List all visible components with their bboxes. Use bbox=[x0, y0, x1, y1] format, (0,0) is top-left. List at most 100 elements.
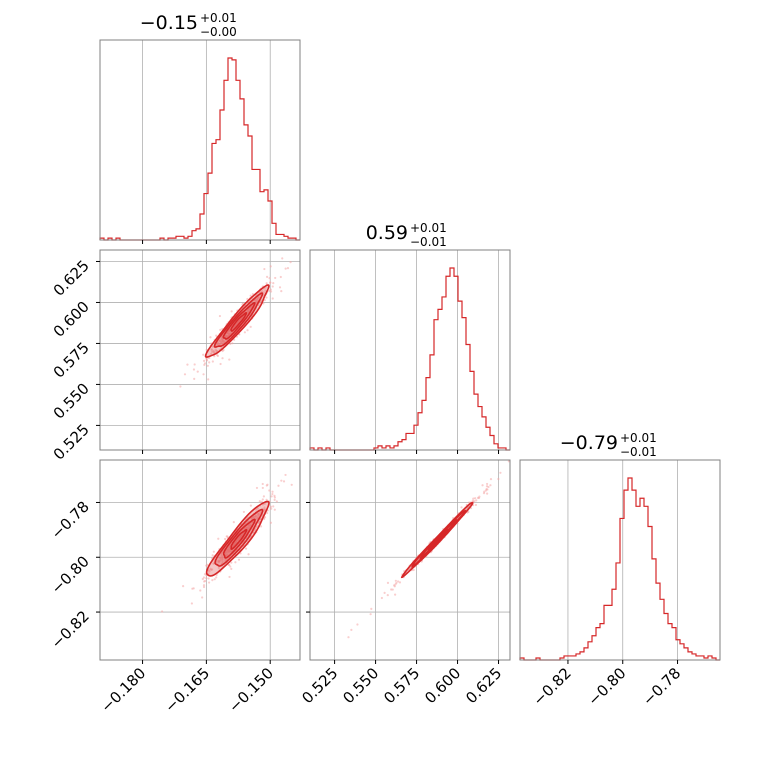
sample-point bbox=[228, 358, 231, 361]
sample-point bbox=[209, 336, 212, 339]
sample-point bbox=[211, 360, 214, 363]
sample-point bbox=[212, 550, 215, 553]
sample-point bbox=[211, 579, 214, 582]
sample-point bbox=[216, 354, 220, 357]
sample-point bbox=[259, 525, 263, 528]
hist-panel-1: −0.15 +0.01−0.00 bbox=[99, 11, 301, 244]
panel-frame bbox=[99, 39, 301, 241]
density-layer bbox=[160, 455, 307, 613]
sample-point bbox=[370, 607, 373, 610]
sample-point bbox=[228, 329, 231, 333]
sample-point bbox=[251, 292, 254, 296]
sample-point bbox=[237, 558, 241, 561]
sample-point bbox=[269, 505, 273, 508]
sample-point bbox=[215, 576, 218, 579]
sample-point bbox=[274, 276, 277, 280]
sample-point bbox=[284, 473, 287, 477]
sample-point bbox=[275, 500, 278, 503]
sample-point bbox=[263, 298, 266, 302]
contour-line bbox=[222, 301, 256, 340]
sample-point bbox=[219, 328, 222, 331]
y-tick-label: 0.525 bbox=[50, 421, 93, 464]
sample-point bbox=[268, 277, 271, 280]
sample-point bbox=[487, 485, 490, 489]
sample-point bbox=[230, 567, 233, 570]
y-tick-label: 0.600 bbox=[50, 298, 93, 341]
sample-point bbox=[217, 566, 220, 569]
sample-point bbox=[225, 551, 228, 554]
sample-point bbox=[261, 290, 264, 293]
sample-point bbox=[230, 310, 233, 313]
sample-point bbox=[380, 596, 383, 600]
sample-point bbox=[471, 499, 474, 502]
sample-point bbox=[233, 338, 236, 341]
y-tick-label: −0.78 bbox=[48, 498, 93, 543]
sample-point bbox=[229, 565, 232, 568]
sample-point bbox=[497, 477, 500, 481]
sample-point bbox=[186, 363, 189, 366]
sample-point bbox=[229, 342, 232, 346]
sample-point bbox=[282, 480, 286, 483]
sample-point bbox=[203, 580, 206, 583]
x-tick-label: −0.78 bbox=[639, 664, 684, 709]
sample-point bbox=[269, 521, 273, 524]
sample-point bbox=[179, 385, 182, 388]
sample-point bbox=[394, 593, 397, 596]
contour-line bbox=[222, 518, 256, 559]
sample-point bbox=[217, 560, 220, 564]
sample-point bbox=[254, 514, 257, 518]
sample-point bbox=[227, 333, 231, 336]
sample-point bbox=[270, 290, 273, 293]
x-tick-label: 0.525 bbox=[298, 664, 341, 707]
sample-point bbox=[262, 291, 265, 294]
sample-point bbox=[511, 458, 513, 460]
contour-line bbox=[213, 292, 264, 348]
contour-line bbox=[427, 528, 449, 551]
sample-point bbox=[394, 579, 397, 582]
sample-point bbox=[244, 547, 248, 550]
sample-point bbox=[265, 282, 268, 285]
sample-point bbox=[234, 561, 237, 564]
sample-point bbox=[225, 335, 229, 338]
sample-point bbox=[489, 484, 492, 487]
sample-point bbox=[205, 576, 208, 580]
sample-point bbox=[507, 460, 510, 463]
sample-point bbox=[232, 521, 235, 524]
sample-point bbox=[272, 282, 275, 285]
sample-point bbox=[249, 504, 253, 507]
contour-line bbox=[214, 508, 264, 567]
x-tick-label: −0.150 bbox=[225, 664, 277, 716]
sample-point bbox=[263, 508, 266, 511]
sample-point bbox=[243, 331, 246, 334]
sample-point bbox=[202, 353, 205, 356]
sample-point bbox=[160, 610, 164, 613]
sample-point bbox=[386, 581, 390, 584]
sample-point bbox=[280, 479, 283, 482]
sample-point bbox=[238, 333, 241, 336]
sample-point bbox=[269, 265, 272, 268]
panel-frame bbox=[99, 249, 301, 451]
sample-point bbox=[210, 568, 214, 571]
sample-point bbox=[216, 341, 219, 345]
sample-point bbox=[263, 517, 266, 521]
sample-point bbox=[279, 275, 282, 279]
panel-title-plus: +0.01 bbox=[200, 11, 237, 25]
sample-point bbox=[271, 490, 274, 493]
density-layer bbox=[347, 458, 513, 639]
sample-point bbox=[218, 314, 222, 318]
y-tick-label: −0.82 bbox=[48, 607, 93, 652]
sample-point bbox=[245, 526, 249, 530]
sample-point bbox=[206, 359, 209, 362]
sample-point bbox=[210, 348, 213, 351]
sample-point bbox=[249, 325, 252, 328]
sample-point bbox=[211, 554, 214, 557]
sample-point bbox=[220, 554, 223, 558]
sample-point bbox=[386, 594, 389, 597]
density-layer bbox=[179, 257, 292, 388]
y-tick-label: −0.80 bbox=[48, 552, 93, 597]
sample-point bbox=[226, 548, 229, 551]
sample-point bbox=[412, 568, 415, 572]
sample-point bbox=[489, 478, 493, 481]
sample-point bbox=[305, 455, 307, 457]
sample-point bbox=[218, 339, 221, 343]
